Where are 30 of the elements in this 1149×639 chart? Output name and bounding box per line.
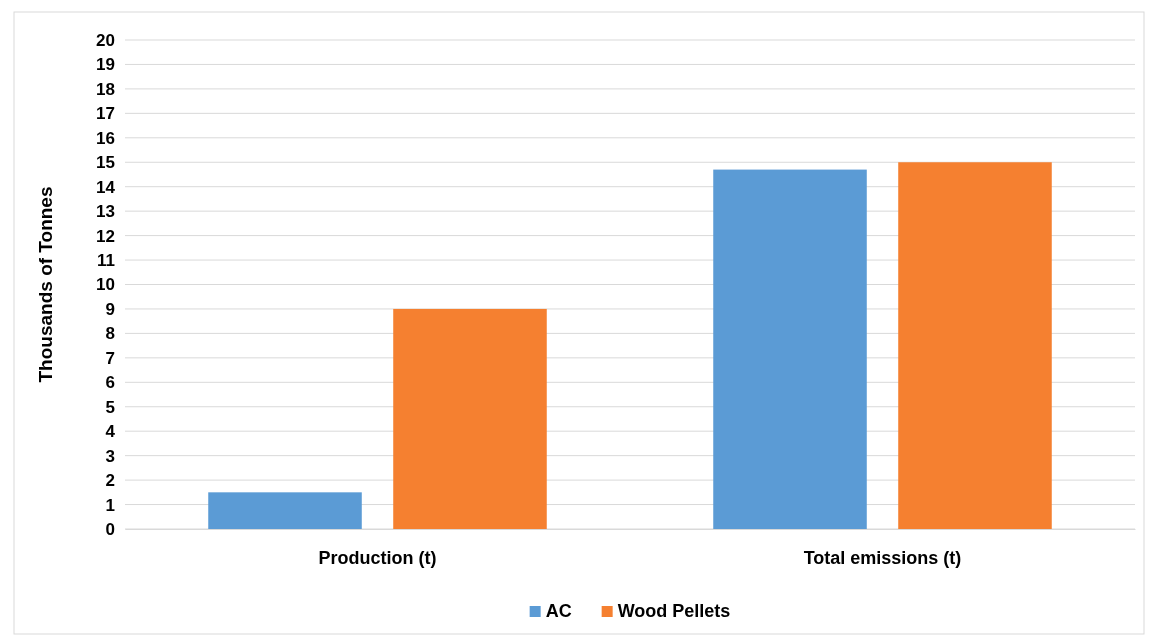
x-tick-label: Production (t) xyxy=(318,547,437,568)
y-tick-label: 19 xyxy=(96,55,115,75)
y-tick-label: 2 xyxy=(105,471,115,491)
bar xyxy=(208,492,362,529)
bar xyxy=(898,162,1052,529)
y-axis-title: Thousands of Tonnes xyxy=(35,186,56,383)
y-tick-label: 20 xyxy=(96,30,115,50)
y-tick-label: 17 xyxy=(96,104,115,124)
y-tick-label: 6 xyxy=(105,373,115,393)
y-tick-label: 8 xyxy=(105,324,115,344)
legend-label: AC xyxy=(545,601,572,621)
y-tick-label: 16 xyxy=(96,128,115,148)
y-tick-label: 3 xyxy=(105,446,115,466)
y-tick-label: 1 xyxy=(105,495,115,515)
y-tick-label: 13 xyxy=(96,202,115,222)
y-tick-label: 14 xyxy=(96,177,116,197)
y-tick-label: 7 xyxy=(105,348,115,368)
y-tick-label: 4 xyxy=(105,422,116,442)
y-tick-label: 18 xyxy=(96,79,115,99)
y-tick-label: 5 xyxy=(105,397,115,417)
x-tick-label: Total emissions (t) xyxy=(803,547,962,568)
bar xyxy=(713,169,867,529)
y-tick-label: 10 xyxy=(96,275,115,295)
y-tick-label: 9 xyxy=(105,299,115,319)
bar xyxy=(393,308,547,529)
y-tick-label: 11 xyxy=(97,250,115,270)
y-tick-label: 12 xyxy=(96,226,115,246)
y-tick-label: 0 xyxy=(105,519,115,539)
y-tick-label: 15 xyxy=(96,153,115,173)
legend-label: Wood Pellets xyxy=(617,601,731,621)
